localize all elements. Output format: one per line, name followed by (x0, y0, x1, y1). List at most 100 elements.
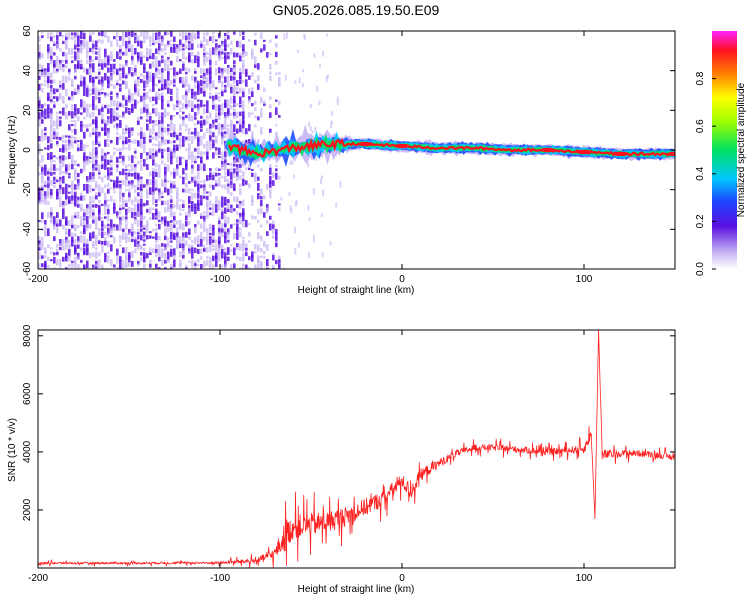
spectrogram-noise-cell (242, 179, 245, 186)
spectrogram-noise-cell (176, 204, 179, 210)
spectrogram-noise-cell (227, 44, 230, 48)
spectrogram-noise-cell (125, 203, 128, 207)
spectrogram-noise-cell (170, 212, 173, 218)
spectrogram-noise-cell (98, 143, 101, 147)
spectrogram-noise-cell (47, 256, 50, 261)
spectrogram-noise-cell (218, 248, 221, 255)
spectrogram-noise-cell (137, 92, 140, 97)
spectrogram-noise-cell (107, 139, 110, 143)
spectrogram-noise-cell (215, 147, 218, 151)
spectrogram-noise-cell (155, 55, 158, 61)
colorbar-tick-label: 0.8 (695, 71, 706, 85)
spectrogram-noise-cell (110, 40, 113, 48)
spectrogram-noise-cell (74, 215, 77, 219)
spectrogram-noise-cell (104, 123, 107, 130)
spectrogram-noise-cell (92, 152, 95, 161)
spectrogram-noise-cell (71, 215, 74, 221)
spectrogram-noise-cell (86, 243, 89, 252)
spectrogram-noise-cell (242, 239, 245, 245)
spectrogram-noise-cell (119, 244, 122, 247)
spectrogram-noise-cell (71, 79, 74, 87)
spectrogram-noise-cell (89, 236, 92, 241)
spectrogram-noise-cell (128, 164, 131, 167)
spectrogram-noise-cell (101, 31, 104, 37)
spectrogram-noise-cell (173, 84, 176, 87)
spectrogram-noise-cell (110, 75, 113, 82)
spectrogram-noise-cell (137, 192, 140, 197)
spectrogram-noise-cell (224, 184, 227, 190)
spectrogram-noise-cell (167, 71, 170, 77)
spectrogram-noise-cell (137, 175, 140, 182)
spectrogram-noise-cell (164, 83, 167, 90)
spectrogram-noise-cell (152, 96, 155, 102)
spectrogram-noise-cell (203, 224, 206, 233)
spectrogram-noise-cell (260, 32, 263, 40)
spectrogram-noise-cell (242, 171, 245, 177)
spectrogram-noise-cell (113, 199, 116, 205)
spectrogram-noise-cell (330, 111, 333, 116)
spectrogram-noise-cell (158, 164, 161, 172)
spectrogram-noise-cell (41, 68, 44, 76)
spectrogram-noise-cell (239, 40, 242, 49)
spectrogram-noise-cell (62, 147, 65, 153)
spectrogram-noise-cell (239, 111, 242, 117)
spectrogram-noise-cell (164, 68, 167, 72)
spectrogram-noise-cell (125, 52, 128, 57)
spectrogram-noise-cell (227, 35, 230, 40)
spectrogram-noise-cell (101, 220, 104, 227)
spectrogram-noise-cell (336, 96, 339, 101)
spectrogram-noise-cell (50, 32, 53, 36)
spectrogram-noise-cell (98, 91, 101, 96)
spectrogram-noise-cell (56, 140, 59, 145)
spectrogram-noise-cell (179, 156, 182, 165)
spectrogram-noise-cell (209, 168, 212, 172)
spectrogram-noise-cell (92, 204, 95, 208)
spectrogram-noise-cell (110, 167, 113, 171)
spectrogram-noise-cell (116, 167, 119, 173)
spectrogram-noise-cell (221, 232, 224, 238)
spectrogram-noise-cell (152, 207, 155, 211)
spectrogram-noise-cell (242, 252, 245, 256)
spectrogram-noise-cell (116, 267, 119, 269)
spectrogram-noise-cell (98, 68, 101, 71)
spectrogram-noise-cell (215, 92, 218, 97)
spectrogram-noise-cell (80, 235, 83, 243)
spectrogram-noise-cell (158, 188, 161, 195)
spectrogram-noise-cell (116, 116, 119, 121)
spectrogram-noise-cell (104, 72, 107, 81)
spectrogram-noise-cell (155, 187, 158, 191)
spectrogram-noise-cell (56, 167, 59, 171)
spectrogram-noise-cell (215, 119, 218, 123)
spectrogram-noise-cell (218, 252, 221, 257)
spectrogram-noise-cell (50, 207, 53, 214)
spectrogram-noise-cell (164, 31, 167, 36)
spectrogram-noise-cell (209, 256, 212, 261)
spectrogram-noise-cell (71, 115, 74, 119)
spectrogram-noise-cell (185, 240, 188, 246)
spectrogram-noise-cell (200, 115, 203, 119)
spectrogram-x-tick-label: -100 (210, 274, 230, 285)
spectrogram-noise-cell (80, 195, 83, 201)
spectrogram-noise-cell (131, 131, 134, 136)
spectrogram-noise-cell (131, 44, 134, 52)
spectrogram-noise-cell (137, 235, 140, 240)
spectrogram-noise-cell (50, 192, 53, 197)
spectrogram-noise-cell (128, 43, 131, 51)
spectrogram-noise-cell (146, 200, 149, 206)
spectrogram-noise-cell (80, 99, 83, 108)
spectrogram-noise-cell (53, 128, 56, 134)
spectrogram-noise-cell (239, 104, 242, 108)
spectrogram-noise-cell (134, 188, 137, 193)
spectrogram-noise-cell (137, 219, 140, 227)
spectrogram-noise-cell (134, 92, 137, 96)
spectrogram-noise-cell (318, 100, 321, 106)
spectrogram-noise-cell (128, 131, 131, 138)
spectrogram-noise-cell (170, 228, 173, 233)
spectrogram-noise-cell (62, 208, 65, 214)
spectrogram-noise-cell (140, 143, 143, 149)
spectrogram-noise-cell (176, 71, 179, 76)
spectrogram-noise-cell (137, 132, 140, 136)
spectrogram-noise-cell (191, 136, 194, 141)
spectrogram-noise-cell (227, 216, 230, 224)
spectrogram-noise-cell (47, 171, 50, 175)
